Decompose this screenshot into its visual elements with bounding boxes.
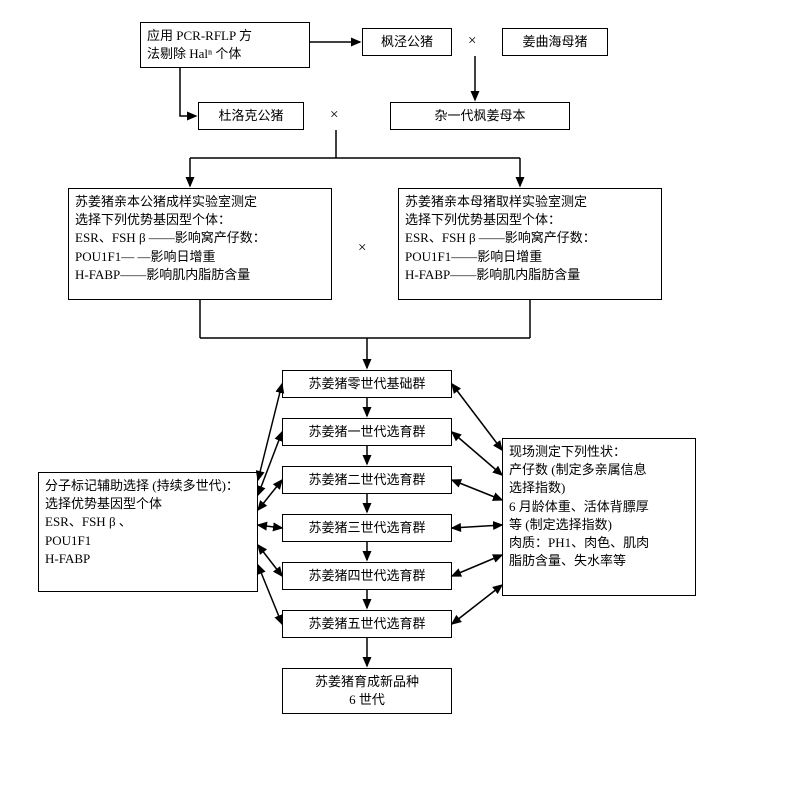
mas-l2: 选择优势基因型个体 [45, 496, 162, 511]
mas-l3: ESR、FSH β 、 [45, 514, 132, 529]
sire-selection-box: 苏姜猪亲本公猪成样实验室测定 选择下列优势基因型个体： ESR、FSH β ——… [68, 188, 332, 300]
f1-label: 杂一代枫姜母本 [434, 108, 525, 123]
final-box: 苏姜猪育成新品种 6 世代 [282, 668, 452, 714]
gen2-box: 苏姜猪二世代选育群 [282, 466, 452, 494]
mas-l5: H-FABP [45, 551, 90, 566]
dam-selection-box: 苏姜猪亲本母猪取样实验室测定 选择下列优势基因型个体： ESR、FSH β ——… [398, 188, 662, 300]
gen2-label: 苏姜猪二世代选育群 [308, 472, 425, 487]
sire-l4: POU1F1— —影响日增重 [75, 249, 216, 264]
dam-l5: H-FABP——影响肌内脂肪含量 [405, 267, 580, 282]
mas-box: 分子标记辅助选择 (持续多世代)： 选择优势基因型个体 ESR、FSH β 、 … [38, 472, 258, 592]
gen3-label: 苏姜猪三世代选育群 [308, 520, 425, 535]
sire-l1: 苏姜猪亲本公猪成样实验室测定 [75, 194, 257, 209]
pcr-l1: 应用 PCR-RFLP 方 [147, 28, 252, 43]
gen0-box: 苏姜猪零世代基础群 [282, 370, 452, 398]
cross-symbol-3: × [358, 240, 366, 257]
pcr-l2: 法剔除 Halⁿ 个体 [147, 46, 241, 61]
gen3-box: 苏姜猪三世代选育群 [282, 514, 452, 542]
field-l7: 脂肪含量、失水率等 [509, 553, 626, 568]
field-l5: 等 (制定选择指数) [509, 517, 612, 532]
dam-l1: 苏姜猪亲本母猪取样实验室测定 [405, 194, 587, 209]
field-l4: 6 月龄体重、活体背膘厚 [509, 499, 649, 514]
jiangqu-sow-box: 姜曲海母猪 [502, 28, 608, 56]
mas-l1: 分子标记辅助选择 (持续多世代)： [45, 478, 239, 493]
pcr-box: 应用 PCR-RFLP 方 法剔除 Halⁿ 个体 [140, 22, 310, 68]
fengjing-boar-label: 枫泾公猪 [381, 34, 433, 49]
field-l2: 产仔数 (制定多亲属信息 [509, 462, 647, 477]
field-l1: 现场测定下列性状： [509, 444, 626, 459]
jiangqu-sow-label: 姜曲海母猪 [522, 34, 587, 49]
gen1-box: 苏姜猪一世代选育群 [282, 418, 452, 446]
dam-l3: ESR、FSH β ——影响窝产仔数： [405, 230, 596, 245]
duroc-boar-box: 杜洛克公猪 [198, 102, 304, 130]
gen0-label: 苏姜猪零世代基础群 [308, 376, 425, 391]
mas-l4: POU1F1 [45, 533, 91, 548]
f1-box: 杂一代枫姜母本 [390, 102, 570, 130]
gen4-label: 苏姜猪四世代选育群 [308, 568, 425, 583]
sire-l2: 选择下列优势基因型个体： [75, 212, 231, 227]
gen4-box: 苏姜猪四世代选育群 [282, 562, 452, 590]
field-l6: 肉质：PH1、肉色、肌肉 [509, 535, 649, 550]
gen5-label: 苏姜猪五世代选育群 [308, 616, 425, 631]
cross-symbol-2: × [330, 107, 338, 124]
dam-l4: POU1F1——影响日增重 [405, 249, 542, 264]
dam-l2: 选择下列优势基因型个体： [405, 212, 561, 227]
field-l3: 选择指数) [509, 480, 565, 495]
gen5-box: 苏姜猪五世代选育群 [282, 610, 452, 638]
cross-symbol-1: × [468, 33, 476, 50]
sire-l3: ESR、FSH β ——影响窝产仔数： [75, 230, 266, 245]
gen1-label: 苏姜猪一世代选育群 [308, 424, 425, 439]
final-l1: 苏姜猪育成新品种 [315, 674, 419, 689]
fengjing-boar-box: 枫泾公猪 [362, 28, 452, 56]
sire-l5: H-FABP——影响肌内脂肪含量 [75, 267, 250, 282]
duroc-boar-label: 杜洛克公猪 [218, 108, 283, 123]
final-l2: 6 世代 [349, 692, 385, 707]
field-box: 现场测定下列性状： 产仔数 (制定多亲属信息 选择指数) 6 月龄体重、活体背膘… [502, 438, 696, 596]
